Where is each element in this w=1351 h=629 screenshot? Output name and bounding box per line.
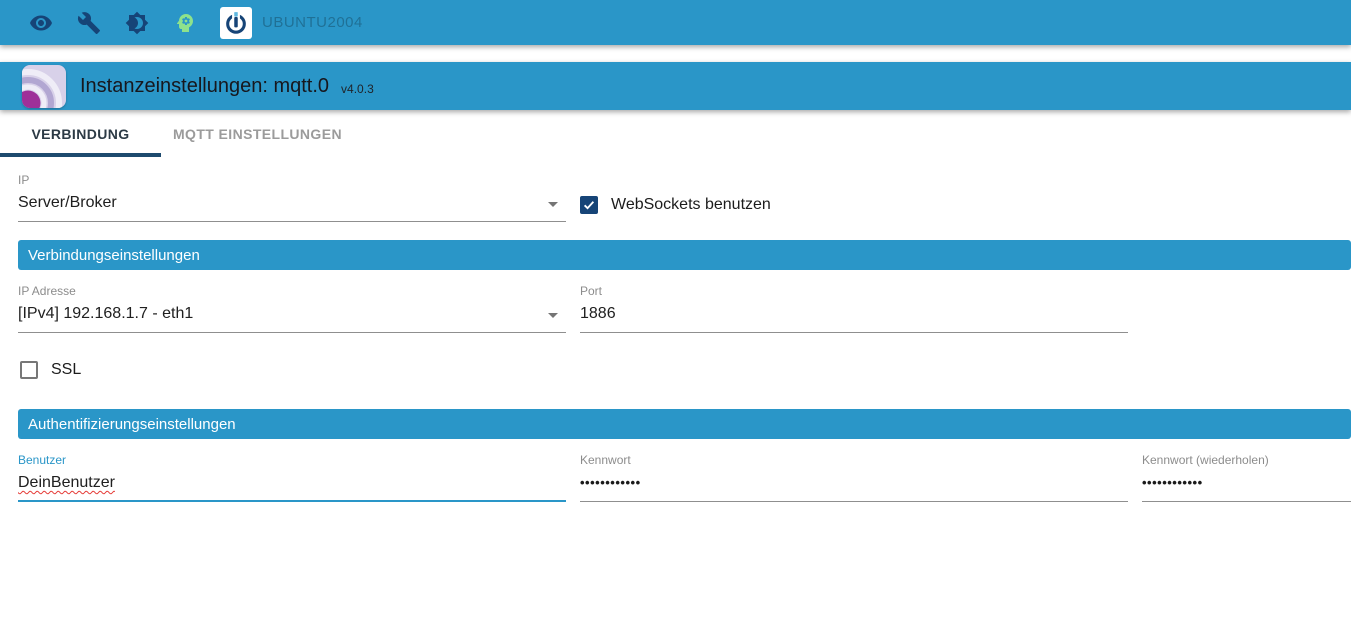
visibility-icon[interactable] [28, 10, 54, 36]
iobroker-logo [220, 6, 252, 39]
hostname-label: UBUNTU2004 [262, 14, 363, 31]
page-title: Instanzeinstellungen: mqtt.0 [80, 74, 330, 97]
checkbox-label: SSL [51, 361, 82, 378]
section-header-auth: Authentifizierungseinstellungen [18, 409, 1351, 439]
tab-verbindung[interactable]: VERBINDUNG [31, 125, 130, 142]
ip-type-value: Server/Broker [18, 194, 117, 211]
instance-title-bar: Instanzeinstellungen: mqtt.0 v4.0.3 [0, 62, 1351, 110]
password-repeat-input[interactable]: Kennwort (wiederholen) •••••••••••• [1142, 453, 1351, 502]
field-label: Port [580, 284, 603, 298]
user-input[interactable]: Benutzer DeinBenutzer [18, 453, 566, 502]
checkbox-unchecked-icon [20, 361, 38, 379]
field-label: IP Adresse [18, 284, 76, 298]
ip-address-value: [IPv4] 192.168.1.7 - eth1 [18, 305, 194, 322]
chevron-down-icon [548, 202, 558, 207]
settings-tabs: VERBINDUNG MQTT EINSTELLUNGEN [0, 110, 1351, 157]
port-value: 1886 [580, 305, 616, 322]
chevron-down-icon [548, 313, 558, 318]
connection-settings-panel: IP Server/Broker WebSockets benutzen Ver… [0, 157, 1351, 502]
websockets-checkbox[interactable]: WebSockets benutzen [580, 196, 1351, 214]
adapter-version: v4.0.3 [341, 82, 374, 96]
user-value: DeinBenutzer [18, 474, 115, 491]
active-tab-indicator [0, 153, 161, 157]
section-header-connection: Verbindungseinstellungen [18, 240, 1351, 270]
password-masked-value: •••••••••••• [580, 475, 641, 490]
ssl-checkbox[interactable]: SSL [20, 361, 81, 379]
expert-mode-icon[interactable] [172, 10, 198, 36]
ip-address-select[interactable]: IP Adresse [IPv4] 192.168.1.7 - eth1 [18, 284, 566, 333]
field-label: Kennwort (wiederholen) [1142, 453, 1269, 467]
top-app-bar: UBUNTU2004 [0, 0, 1351, 45]
password-input[interactable]: Kennwort •••••••••••• [580, 453, 1128, 502]
field-label: Kennwort [580, 453, 631, 467]
checkbox-label: WebSockets benutzen [611, 196, 771, 213]
checkbox-checked-icon [580, 196, 598, 214]
port-input[interactable]: Port 1886 [580, 284, 1128, 333]
tab-mqtt-einstellungen[interactable]: MQTT EINSTELLUNGEN [173, 125, 342, 142]
field-label: IP [18, 173, 30, 187]
wrench-icon[interactable] [76, 10, 102, 36]
field-label: Benutzer [18, 453, 67, 467]
brightness-icon[interactable] [124, 10, 150, 36]
ip-type-select[interactable]: IP Server/Broker [18, 173, 566, 222]
mqtt-adapter-icon [22, 64, 66, 108]
password-repeat-masked-value: •••••••••••• [1142, 475, 1203, 490]
